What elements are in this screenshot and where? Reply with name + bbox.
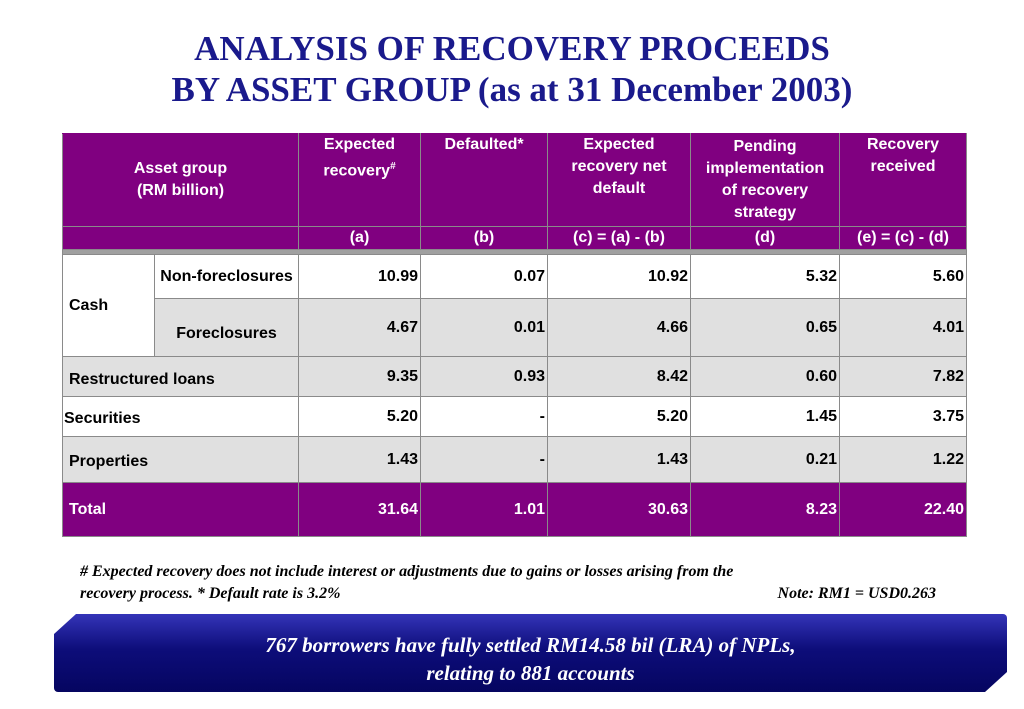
footnote-line-2: recovery process. * Default rate is 3.2% [80,585,341,602]
cell-c: 8.42 [547,356,691,398]
summary-banner [54,614,1007,692]
header-code-b: (b) [420,226,548,251]
page-title: ANALYSIS OF RECOVERY PROCEEDS BY ASSET G… [0,28,1024,110]
cell-c: 10.92 [547,254,691,300]
cell-d: 1.45 [690,396,840,438]
header-code-c: (c) = (a) - (b) [547,226,691,251]
header-expected-recovery: Expected recovery# [298,132,421,228]
cell-c: 30.63 [547,482,691,538]
cell-c: 1.43 [547,436,691,484]
banner-line-2: relating to 881 accounts [426,661,635,685]
cell-d: 5.32 [690,254,840,300]
footnote-line-1: # Expected recovery does not include int… [80,563,734,580]
cell-a: 1.43 [298,436,421,484]
exchange-rate-note: Note: RM1 = USD0.263 [777,585,936,602]
header-code-blank [62,226,299,251]
cell-d: 0.65 [690,298,840,358]
cash-label: Cash [62,254,155,358]
title-line-2-bold: BY ASSET GROUP ( [171,70,490,109]
row-label: Restructured loans [62,356,299,398]
header-asset-group: Asset group (RM billion) [62,132,299,228]
header-code-d: (d) [690,226,840,251]
header-code-e: (e) = (c) - (d) [839,226,967,251]
table-row: Foreclosures 4.67 0.01 4.66 0.65 4.01 [62,298,967,358]
header-code-a: (a) [298,226,421,251]
header-recovery-received: Recovery received [839,132,967,228]
table-row: Cash Non-foreclosures 10.99 0.07 10.92 5… [62,254,967,358]
summary-banner-text: 767 borrowers have fully settled RM14.58… [54,631,1007,687]
cell-e: 22.40 [839,482,967,538]
cell-a: 9.35 [298,356,421,398]
cell-d: 0.60 [690,356,840,398]
header-pending-implementation: Pending implementation of recovery strategy [690,132,840,228]
cell-c: 5.20 [547,396,691,438]
row-label: Total [62,482,299,538]
cell-a: 10.99 [298,254,421,300]
cell-a: 31.64 [298,482,421,538]
footnote: # Expected recovery does not include int… [80,561,950,605]
cell-d: 0.21 [690,436,840,484]
banner-line-1: 767 borrowers have fully settled RM14.58… [265,633,796,657]
table-row: Properties 1.43 - 1.43 0.21 1.22 [62,436,967,484]
cell-a: 4.67 [298,298,421,358]
row-label: Securities [62,396,299,438]
cell-e: 5.60 [839,254,967,300]
title-line-1: ANALYSIS OF RECOVERY PROCEEDS [194,29,830,68]
table-row: Securities 5.20 - 5.20 1.45 3.75 [62,396,967,438]
cell-b: 0.01 [420,298,548,358]
title-line-2-date: as at 31 December 2003) [489,70,853,109]
cell-b: 1.01 [420,482,548,538]
cell-d: 8.23 [690,482,840,538]
row-label: Foreclosures [154,298,299,358]
cell-e: 1.22 [839,436,967,484]
cell-b: 0.93 [420,356,548,398]
cell-c: 4.66 [547,298,691,358]
row-label: Properties [62,436,299,484]
header-expected-net-default: Expected recovery net default [547,132,691,228]
cell-b: - [420,396,548,438]
total-row: Total 31.64 1.01 30.63 8.23 22.40 [62,482,967,538]
recovery-table: Asset group (RM billion) Expected recovery… [62,132,967,538]
cell-e: 3.75 [839,396,967,438]
title-line-2: BY ASSET GROUP (as at 31 December 2003) [0,69,1024,110]
cell-b: - [420,436,548,484]
cell-a: 5.20 [298,396,421,438]
header-defaulted: Defaulted* [420,132,548,228]
cell-e: 4.01 [839,298,967,358]
row-label: Non-foreclosures [154,254,299,300]
cell-b: 0.07 [420,254,548,300]
table-row: Restructured loans 9.35 0.93 8.42 0.60 7… [62,356,967,398]
cell-e: 7.82 [839,356,967,398]
